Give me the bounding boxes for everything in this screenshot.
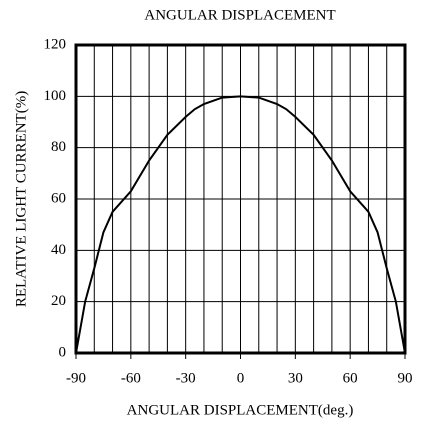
x-tick-label: -90 [66, 370, 86, 386]
plot-frame [74, 43, 407, 355]
y-tick-label: 40 [51, 242, 66, 258]
y-tick-label: 80 [51, 139, 66, 155]
x-axis-label: ANGULAR DISPLACEMENT(deg.) [127, 402, 354, 418]
y-axis-label: RELATIVE LIGHT CURRENT(%) [13, 91, 29, 307]
y-tick-label: 100 [44, 88, 67, 104]
x-tick-label: -30 [176, 370, 196, 386]
y-tick-label: 60 [51, 190, 66, 206]
data-line [75, 95, 406, 354]
x-tick-label: -60 [121, 370, 141, 386]
chart-title: ANGULAR DISPLACEMENT [144, 7, 335, 23]
y-tick-label: 20 [51, 293, 66, 309]
x-tick-label: 0 [237, 370, 245, 386]
x-tick-label: 90 [398, 370, 413, 386]
y-tick-label: 0 [59, 344, 67, 360]
y-tick-label: 120 [44, 36, 67, 52]
x-tick-label: 30 [288, 370, 303, 386]
x-tick-label: 60 [343, 370, 358, 386]
